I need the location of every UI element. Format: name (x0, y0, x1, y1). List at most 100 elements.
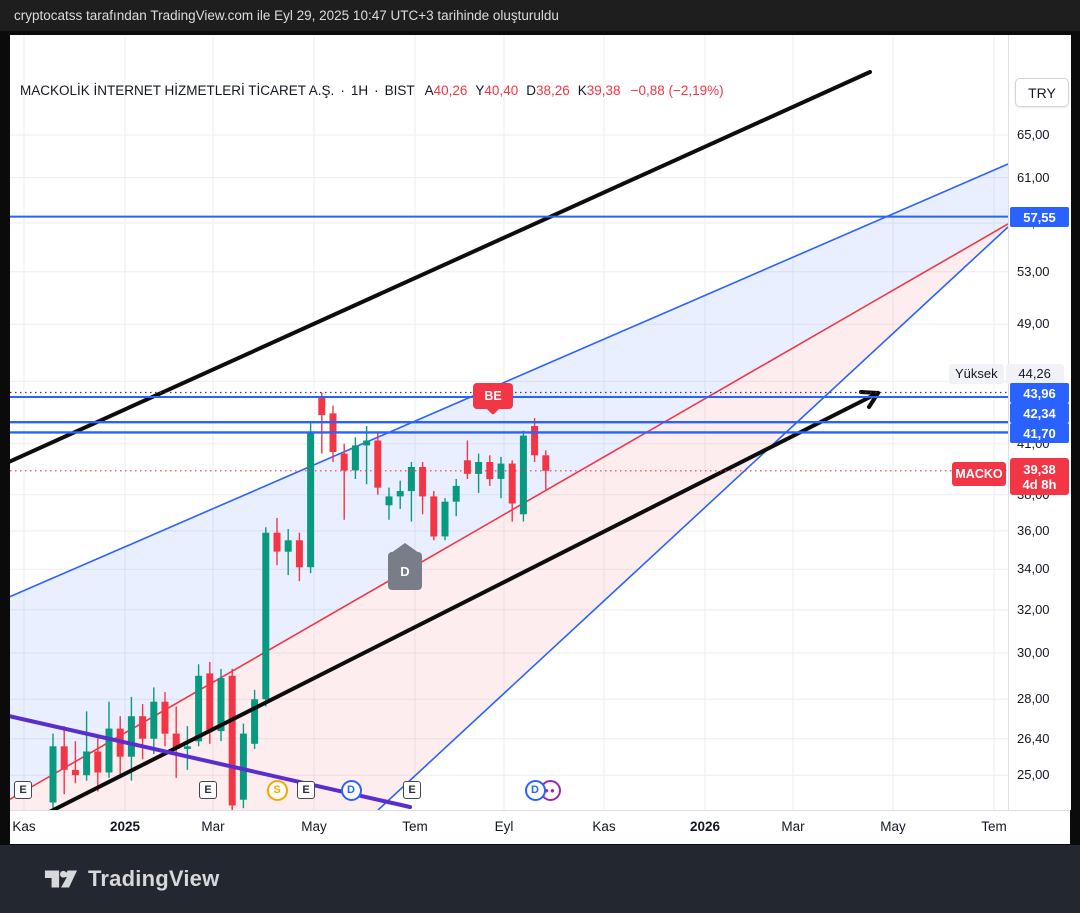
change-value: −0,88 (−2,19%) (630, 82, 724, 98)
candle-up (183, 746, 191, 749)
earnings-marker[interactable]: E (199, 781, 217, 799)
time-tick: Mar (201, 819, 225, 834)
earnings-marker[interactable]: E (297, 781, 315, 799)
price-tick: 34,00 (1017, 561, 1050, 576)
candle-down (273, 532, 281, 552)
candle-down (340, 453, 348, 471)
candle-down (430, 496, 438, 537)
time-axis[interactable]: Kas 2025 Mar May Tem Eyl Kas 2026 Mar May Tem (10, 810, 1070, 844)
ohlc-D: D38,26 (526, 82, 570, 98)
footer-bar: TradingView (0, 845, 1080, 913)
bar-countdown: 4d 8h (1022, 476, 1057, 492)
dividend-marker[interactable]: D (340, 779, 362, 801)
price-tick: 65,00 (1017, 127, 1050, 142)
exchange-label: BIST (384, 82, 415, 98)
chart-plot-area[interactable]: MACKOLİK İNTERNET HİZMETLERİ TİCARET A.Ş… (10, 35, 1008, 810)
candle-up (49, 746, 57, 803)
time-tick: Kas (12, 819, 36, 834)
candle-up (396, 491, 404, 497)
attribution-bar: cryptocatss tarafından TradingView.com i… (0, 0, 1080, 31)
time-tick: Mar (781, 819, 805, 834)
price-axis[interactable]: TRY Yüksek 44,26 MACKO 39,38 4d 8h 65,00… (949, 35, 1071, 810)
lower-black-trendline (48, 391, 880, 810)
candle-up (239, 733, 247, 800)
candle-up (475, 462, 483, 474)
split-marker[interactable]: S (266, 779, 288, 801)
price-line-badge: 42,34 (1010, 403, 1069, 423)
candle-up (105, 728, 113, 773)
candle-down (318, 398, 326, 415)
price-tick: 28,00 (1017, 691, 1050, 706)
candle-down (206, 673, 214, 732)
candle-up (307, 432, 315, 568)
price-line-badge: 43,96 (1010, 383, 1069, 403)
candle-up (262, 532, 270, 700)
price-tick: 53,00 (1017, 264, 1050, 279)
last-price-badge: 39,38 4d 8h (1010, 458, 1069, 495)
dividend-marker[interactable]: D (524, 779, 546, 801)
candle-down (161, 701, 169, 734)
price-line-badge: 41,70 (1010, 423, 1069, 443)
candle-up (407, 467, 415, 492)
candle-up (363, 440, 371, 446)
chart-legend[interactable]: MACKOLİK İNTERNET HİZMETLERİ TİCARET A.Ş… (20, 81, 724, 99)
price-tick: 61,00 (1017, 170, 1050, 185)
ohlc-values: A40,26 Y40,40 D38,26 K39,38 (425, 83, 629, 98)
candle-down (374, 440, 382, 488)
candle-down (71, 769, 79, 776)
candle-up (452, 485, 460, 502)
price-tick: 25,00 (1017, 767, 1050, 782)
candle-up (150, 701, 158, 739)
arrowhead-barb-1 (867, 391, 880, 409)
price-tick: 36,00 (1017, 523, 1050, 538)
chart-panel: MACKOLİK İNTERNET HİZMETLERİ TİCARET A.Ş… (10, 35, 1071, 844)
earnings-marker[interactable]: E (403, 781, 421, 799)
candle-down (531, 426, 539, 456)
candle-up (217, 678, 225, 732)
symbol-price-chip: MACKO (952, 462, 1006, 486)
time-tick: Kas (592, 819, 616, 834)
tradingview-logo[interactable]: TradingView (44, 865, 219, 893)
candle-down (94, 751, 102, 773)
candle-up (83, 751, 91, 776)
time-tick: 2026 (689, 819, 721, 834)
candle-down (172, 733, 180, 749)
attribution-text: cryptocatss tarafından TradingView.com i… (14, 8, 559, 23)
candle-up (441, 501, 449, 537)
tradingview-logo-icon (44, 870, 78, 888)
separator-dot: · (340, 82, 345, 98)
currency-button[interactable]: TRY (1015, 78, 1069, 107)
upper-black-trendline (10, 70, 872, 464)
time-tick: 2025 (109, 819, 141, 834)
separator-dot: · (374, 82, 379, 98)
candle-down (139, 716, 147, 739)
candle-down (463, 460, 471, 474)
price-tick: 32,00 (1017, 602, 1050, 617)
candle-down (228, 675, 236, 806)
high-price-label: Yüksek 44,26 (949, 364, 1064, 384)
price-tick: 26,40 (1017, 731, 1050, 746)
high-label-value: 44,26 (1005, 364, 1064, 384)
time-tick: May (301, 819, 327, 834)
timeframe-label: 1H (350, 82, 369, 98)
candle-down (486, 462, 494, 479)
candle-down (542, 455, 550, 471)
d-price-tag[interactable]: D (388, 552, 422, 590)
candle-down (508, 463, 516, 504)
earnings-marker[interactable]: E (14, 781, 32, 799)
high-label-text: Yüksek (949, 364, 1004, 384)
candlestick-chart-canvas[interactable] (10, 35, 1008, 810)
pink-wedge-fill (10, 224, 1008, 810)
tradingview-logo-text: TradingView (88, 866, 220, 891)
candle-up (385, 496, 393, 506)
candle-up (251, 699, 259, 744)
price-tick: 30,00 (1017, 645, 1050, 660)
candle-up (195, 675, 203, 742)
candle-down (295, 540, 303, 568)
candle-up (284, 540, 292, 552)
be-price-tag[interactable]: BE (473, 383, 513, 409)
time-tick: May (880, 819, 906, 834)
candle-up (127, 716, 135, 757)
price-line-badge: 57,55 (1010, 207, 1069, 227)
time-tick: Eyl (494, 819, 514, 834)
